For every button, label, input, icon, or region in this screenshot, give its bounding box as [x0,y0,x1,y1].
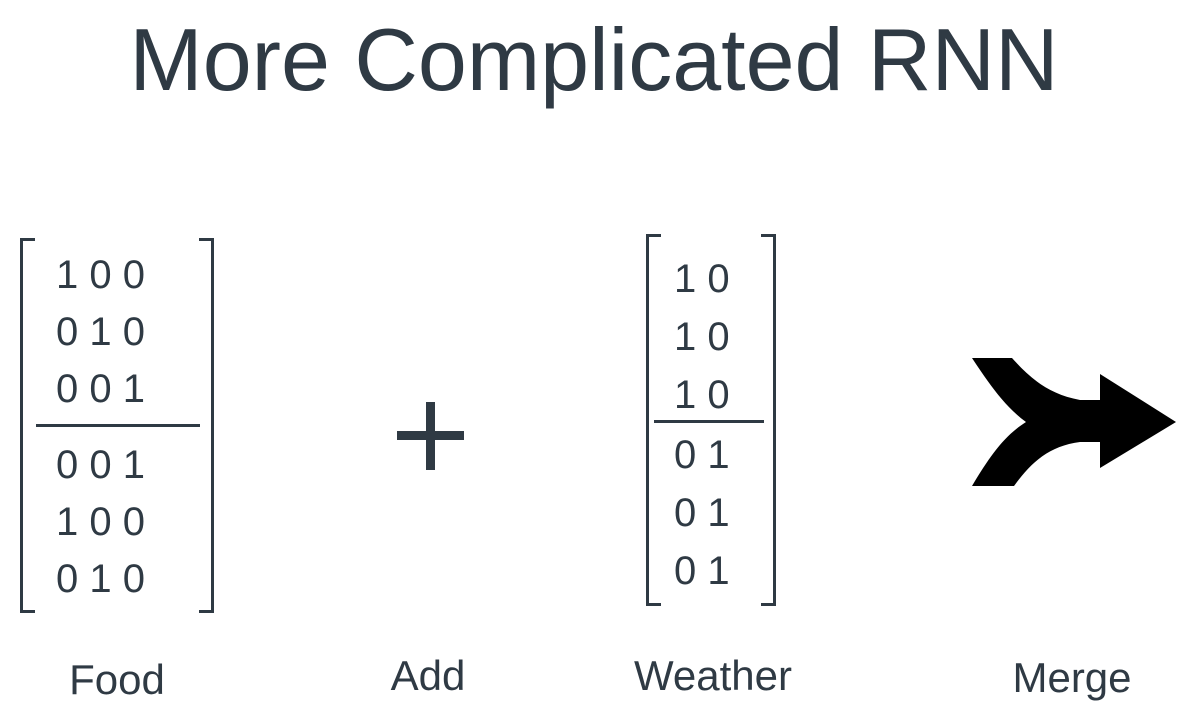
weather-caption: Weather [634,652,792,699]
weather-matrix-row: 1 0 [674,257,730,301]
weather-matrix-row: 0 1 [674,491,730,535]
food-matrix-left-bracket [20,238,35,613]
weather-matrix-row: 0 1 [674,433,730,477]
add-caption: Add [390,652,466,699]
weather-matrix-left-bracket [646,234,661,606]
food-matrix: 1 0 0 0 1 0 0 0 1 0 0 1 1 0 0 0 1 0 [20,238,214,613]
food-caption: Food [69,656,165,703]
food-matrix-row: 1 0 0 [56,253,145,297]
plus-icon-vertical [426,402,435,470]
merge-caption: Merge [1012,654,1132,701]
food-matrix-row: 0 0 1 [56,367,145,411]
food-matrix-divider [36,424,200,427]
food-matrix-row: 0 0 1 [56,443,145,487]
weather-matrix-right-bracket [761,234,776,606]
weather-matrix-row: 0 1 [674,549,730,593]
weather-matrix-divider [654,420,764,423]
food-matrix-right-bracket [199,238,214,613]
merge-arrow-icon [972,358,1176,486]
slide-title: More Complicated RNN [129,10,1059,109]
weather-matrix-row: 1 0 [674,315,730,359]
weather-matrix-row: 1 0 [674,373,730,417]
food-matrix-row: 0 1 0 [56,557,145,601]
food-matrix-row: 1 0 0 [56,500,145,544]
food-matrix-row: 0 1 0 [56,310,145,354]
weather-matrix: 1 0 1 0 1 0 0 1 0 1 0 1 [646,234,776,606]
